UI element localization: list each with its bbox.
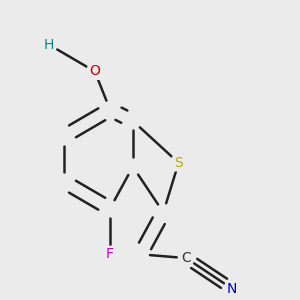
Text: O: O [89,64,100,78]
Text: F: F [106,247,114,261]
Text: H: H [44,38,54,52]
Text: C: C [181,251,191,265]
Text: S: S [174,156,183,170]
Text: N: N [227,282,237,296]
